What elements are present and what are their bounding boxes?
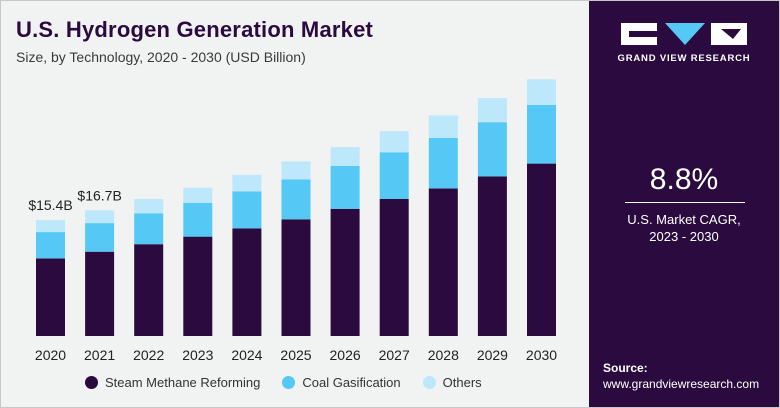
bar-coal-gasification-2022 (134, 213, 164, 245)
bar-coal-gasification-2029 (477, 122, 507, 177)
legend-item-steam-methane-reforming: Steam Methane Reforming (85, 375, 260, 390)
bar-coal-gasification-2028 (428, 138, 458, 189)
bar-others-2020 (36, 220, 65, 233)
bar-steam-methane-reforming-2023 (183, 236, 213, 336)
bar-coal-gasification-2026 (330, 165, 360, 209)
bar-steam-methane-reforming-2028 (428, 188, 458, 336)
bar-steam-methane-reforming-2020 (36, 258, 65, 336)
stacked-bar-chart: 2020 $15.4B 2021 $16.7B 2022 2023 2024 2025 2026… (28, 79, 557, 363)
source-url[interactable]: www.grandviewresearch.com (603, 377, 760, 391)
bar-steam-methane-reforming-2030 (527, 163, 556, 336)
bar-coal-gasification-2024 (232, 191, 262, 229)
x-tick-label-2028: 2028 (428, 347, 459, 363)
bar-others-2028 (428, 115, 458, 138)
bar-steam-methane-reforming-2026 (330, 208, 360, 336)
legend-swatch-coal-gasification (282, 376, 296, 389)
cagr-label: U.S. Market CAGR, 2023 - 2030 (589, 211, 779, 245)
x-tick-label-2020: 2020 (35, 347, 66, 363)
bar-others-2025 (281, 161, 311, 180)
bar-others-2030 (527, 79, 556, 105)
brand-name: GRAND VIEW RESEARCH (617, 53, 751, 64)
x-tick-label-2030: 2030 (526, 347, 557, 363)
source-label: Source: (603, 361, 648, 375)
bar-others-2027 (379, 131, 409, 153)
grand-view-research-logo (621, 23, 747, 45)
x-tick-label-2022: 2022 (133, 347, 164, 363)
bar-others-2021 (85, 210, 115, 224)
bar-others-2022 (134, 199, 164, 214)
bar-coal-gasification-2025 (281, 179, 311, 220)
chart-legend: Steam Methane Reforming Coal Gasificatio… (85, 375, 504, 390)
chart-subtitle: Size, by Technology, 2020 - 2030 (USD Bi… (16, 49, 306, 65)
x-tick-label-2025: 2025 (280, 347, 311, 363)
legend-item-coal-gasification: Coal Gasification (282, 375, 401, 390)
x-tick-label-2023: 2023 (182, 347, 213, 363)
legend-label: Steam Methane Reforming (105, 375, 261, 390)
x-tick-label-2026: 2026 (330, 347, 361, 363)
bar-steam-methane-reforming-2025 (281, 219, 311, 336)
legend-item-others: Others (422, 375, 482, 390)
bar-coal-gasification-2020 (36, 232, 65, 259)
bar-others-2029 (477, 98, 507, 123)
chart-panel: U.S. Hydrogen Generation Market Size, by… (1, 1, 589, 407)
logo-notch-right (721, 29, 741, 39)
cagr-label-line2: 2023 - 2030 (649, 229, 719, 244)
bar-others-2026 (330, 147, 360, 166)
bar-steam-methane-reforming-2021 (85, 251, 115, 336)
logo-notch-left (629, 31, 657, 37)
chart-title: U.S. Hydrogen Generation Market (16, 17, 374, 42)
bar-steam-methane-reforming-2022 (134, 244, 164, 336)
bar-steam-methane-reforming-2029 (477, 176, 507, 336)
legend-label: Coal Gasification (302, 375, 401, 390)
x-tick-label-2027: 2027 (379, 347, 410, 363)
side-panel: GRAND VIEW RESEARCH 8.8% U.S. Market CAG… (589, 1, 779, 407)
legend-swatch-steam-methane-reforming (85, 376, 98, 389)
x-tick-label-2021: 2021 (84, 347, 115, 363)
x-tick-label-2024: 2024 (231, 347, 262, 363)
logo-triangle (665, 23, 705, 45)
x-tick-label-2029: 2029 (477, 347, 508, 363)
cagr-value: 8.8% (649, 163, 719, 196)
bar-steam-methane-reforming-2024 (232, 228, 262, 336)
bar-coal-gasification-2027 (379, 152, 409, 199)
data-label-2020: $15.4B (28, 197, 72, 213)
bar-coal-gasification-2030 (527, 104, 556, 164)
bar-others-2024 (232, 174, 262, 192)
bar-coal-gasification-2023 (183, 202, 213, 237)
legend-label: Others (442, 375, 482, 390)
legend-swatch-others (422, 376, 436, 389)
data-label-2021: $16.7B (77, 187, 121, 203)
bar-coal-gasification-2021 (85, 223, 115, 252)
cagr-divider (625, 202, 745, 203)
cagr-label-line1: U.S. Market CAGR, (627, 212, 741, 227)
bar-others-2023 (183, 187, 213, 203)
bar-steam-methane-reforming-2027 (379, 199, 409, 336)
